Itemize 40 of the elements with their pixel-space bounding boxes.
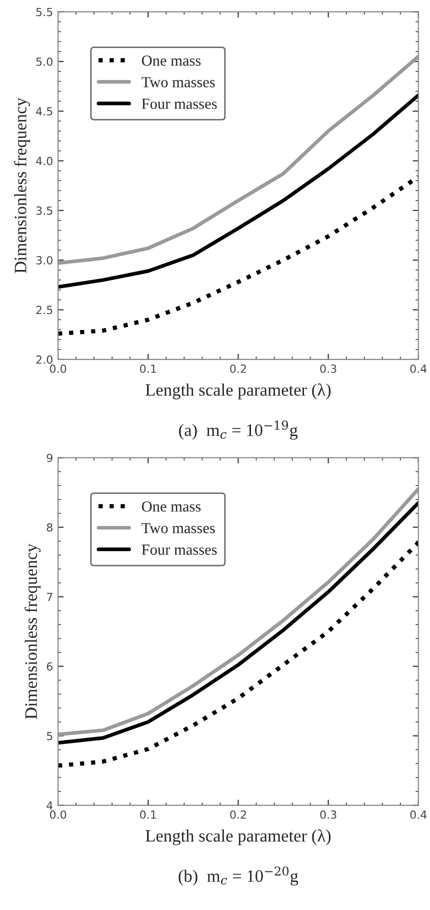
y-tick-label: 8 [46, 523, 52, 532]
x-tick-label: 0.1 [140, 364, 156, 373]
legend-label: One mass [142, 55, 201, 66]
y-tick-label: 3.5 [36, 206, 52, 215]
y-tick-label: 9 [46, 454, 52, 462]
y-tick-label: 5.5 [36, 8, 52, 16]
y-tick-label: 5.0 [36, 57, 52, 66]
x-tick-label: 0.1 [140, 810, 156, 819]
line-series [58, 93, 418, 289]
y-tick-label: 4.0 [36, 156, 52, 166]
y-tick-label: 2.0 [36, 355, 52, 364]
x-tick-label: 0.0 [50, 364, 66, 373]
y-tick-label: 3.0 [36, 256, 52, 265]
legend-label: Four masses [142, 98, 217, 109]
y-tick-label: 4.5 [36, 107, 52, 116]
y-tick-label: 4 [46, 801, 53, 810]
text: (a) m$_{c}$ = 10$^{−19}$g [179, 420, 298, 440]
x-tick-label: 0.4 [410, 810, 427, 819]
x-axis-title: Length scale parameter (λ) [146, 829, 331, 846]
x-tick-label: 0.3 [320, 810, 336, 819]
y-tick-label: 6 [46, 662, 52, 671]
y-axis-title: Dimensionless frequency [24, 544, 41, 720]
x-tick-label: 0.2 [230, 364, 246, 373]
legend-label: Two masses [142, 77, 215, 88]
legend-label: Two masses [142, 523, 215, 534]
x-axis-title: Length scale parameter (λ) [146, 383, 331, 400]
x-tick-label: 0.0 [50, 810, 66, 819]
x-tick-label: 0.4 [410, 364, 427, 373]
legend-label: One mass [142, 501, 201, 512]
line-series [58, 54, 418, 265]
x-tick-label: 0.3 [320, 364, 336, 373]
y-tick-label: 5 [46, 732, 52, 740]
y-tick-label: 2.5 [36, 306, 52, 314]
text: (b) m$_{c}$ = 10$^{−20}$g [178, 866, 298, 886]
legend-label: Four masses [142, 544, 217, 555]
line-series [58, 174, 418, 336]
x-tick-label: 0.2 [230, 810, 246, 819]
y-axis-title: Dimensionless frequency [14, 98, 30, 274]
line-series [58, 540, 418, 768]
y-tick-label: 7 [47, 592, 52, 601]
